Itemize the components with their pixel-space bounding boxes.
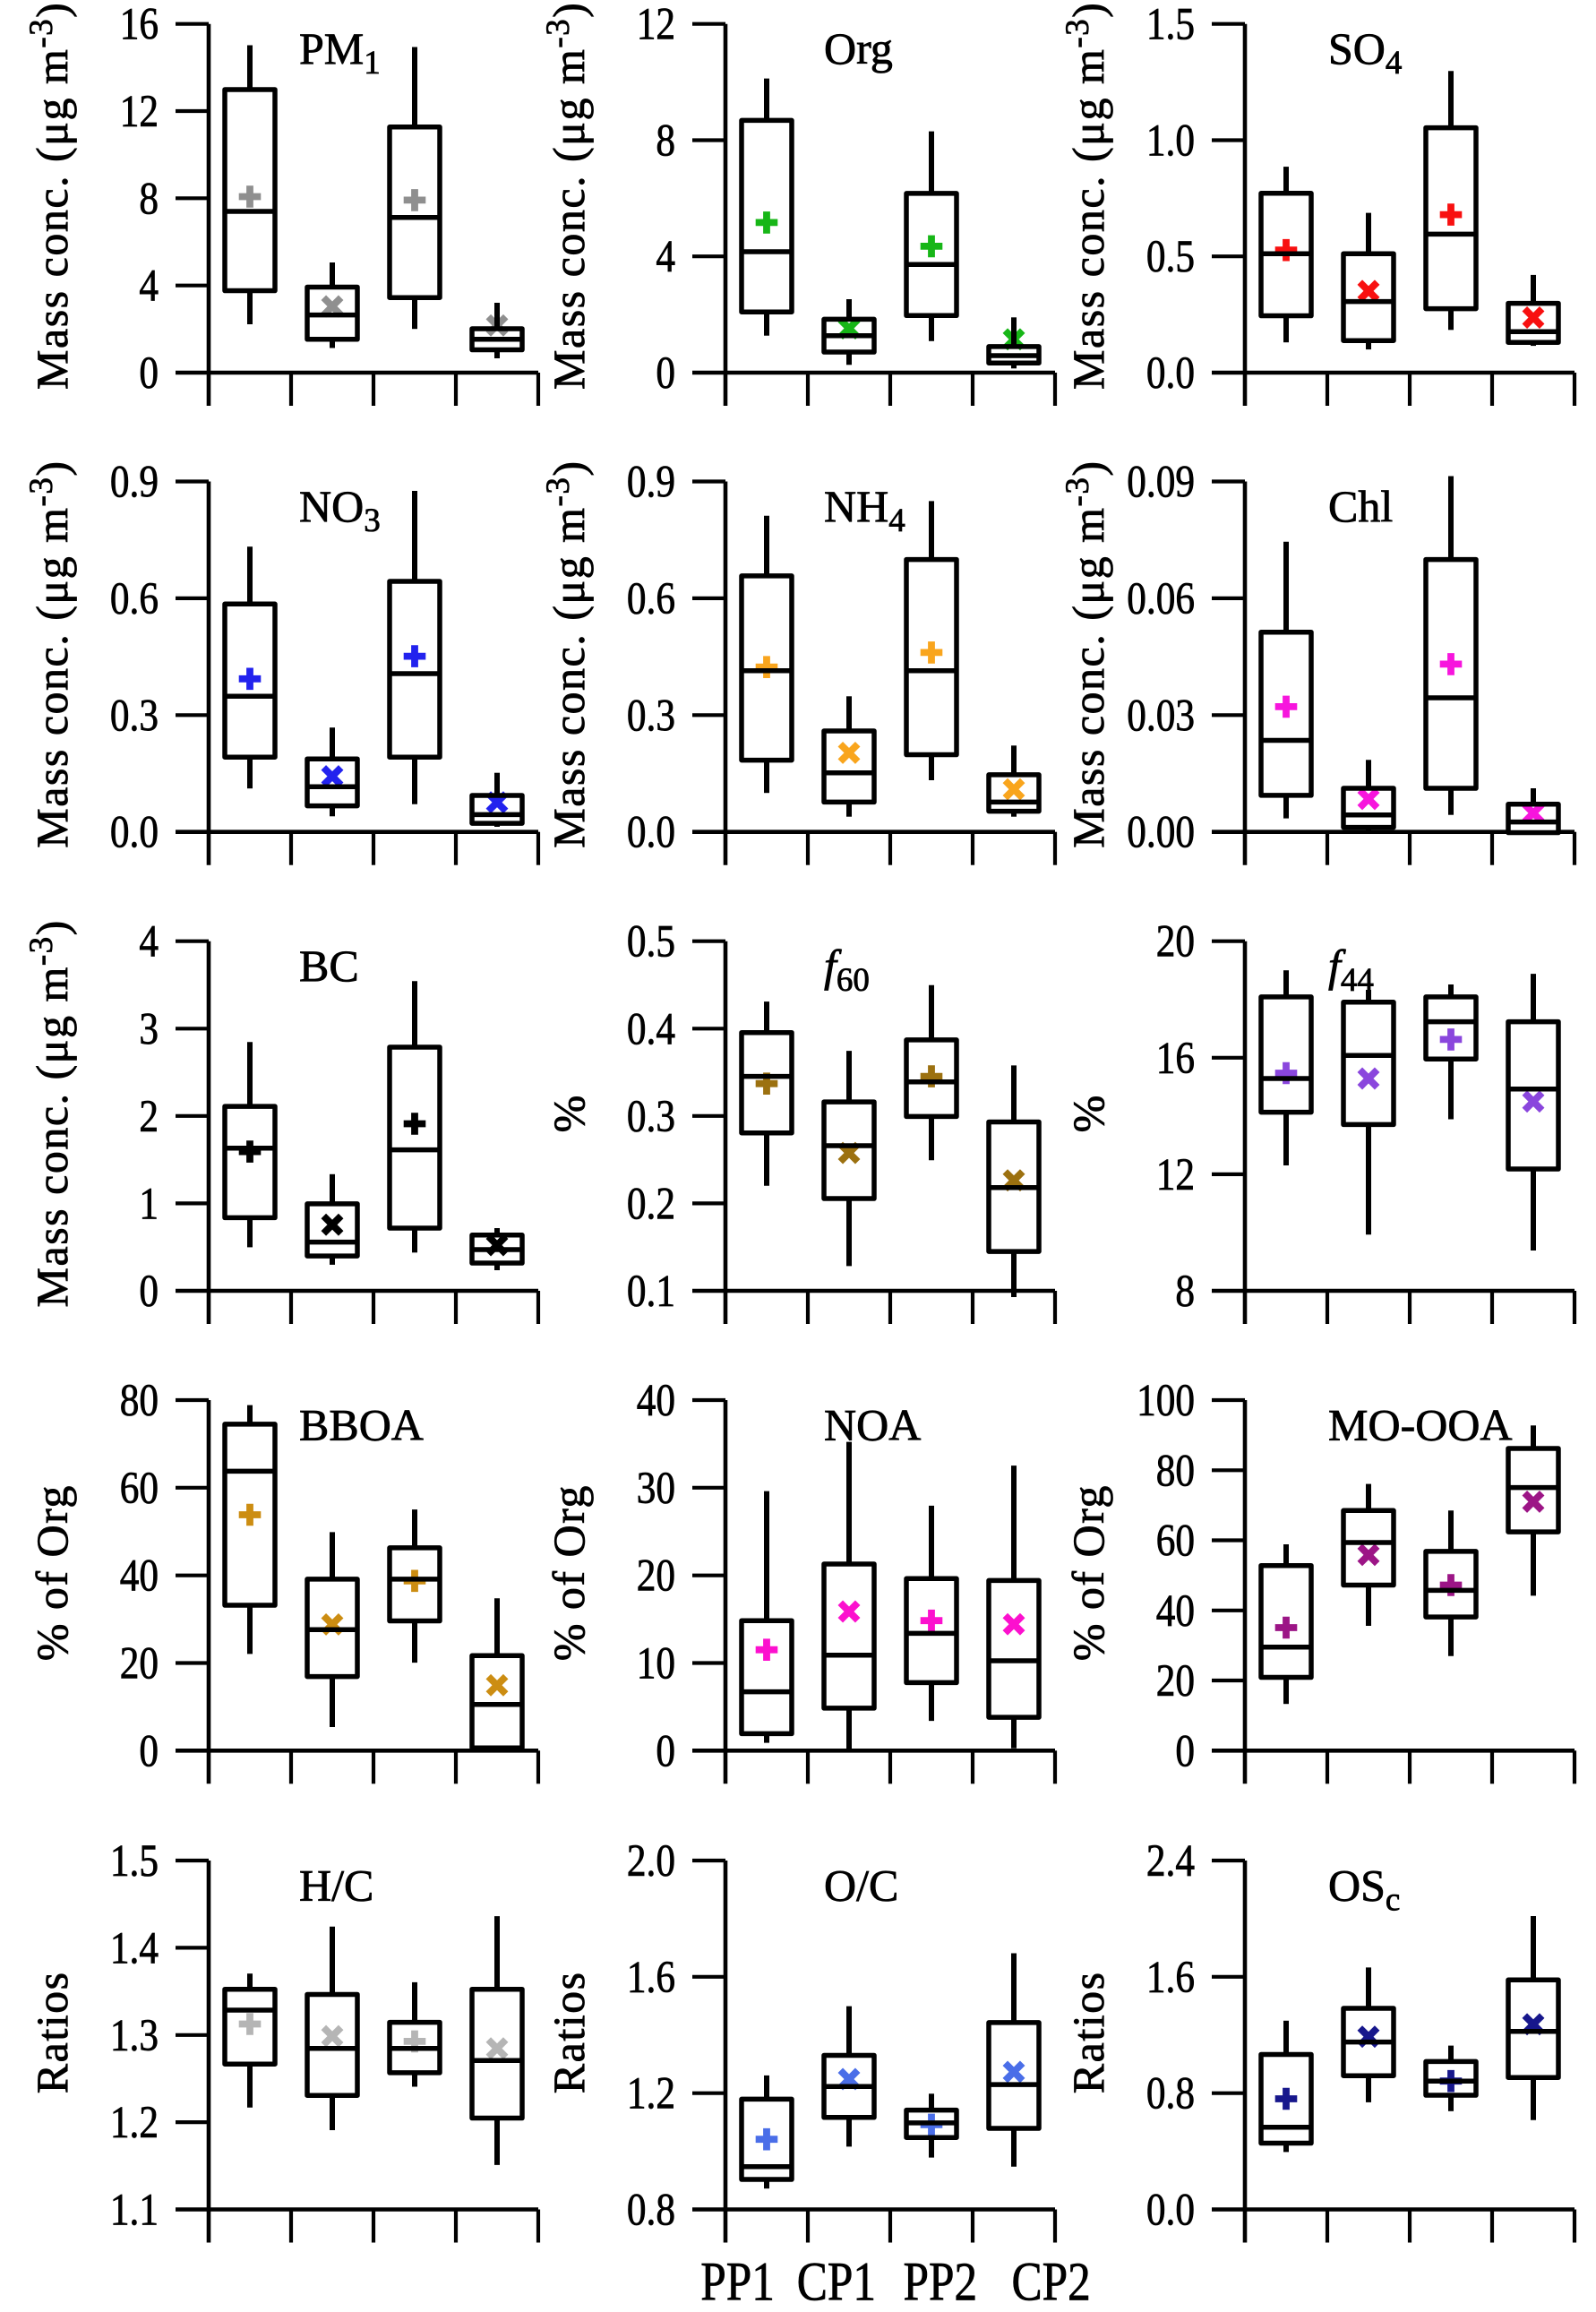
svg-text:2.0: 2.0 xyxy=(627,1836,675,1887)
svg-text:40: 40 xyxy=(120,1551,159,1602)
svg-text:0.9: 0.9 xyxy=(627,458,675,508)
svg-text:0.00: 0.00 xyxy=(1127,808,1195,858)
svg-text:0.2: 0.2 xyxy=(627,1179,675,1229)
svg-text:0: 0 xyxy=(1175,1726,1195,1776)
svg-text:2: 2 xyxy=(139,1092,159,1142)
svg-text:20: 20 xyxy=(1156,1656,1195,1706)
svg-text:0: 0 xyxy=(139,348,159,399)
svg-text:Ratios: Ratios xyxy=(544,1971,594,2093)
svg-text:0.8: 0.8 xyxy=(1146,2069,1195,2119)
svg-text:40: 40 xyxy=(1156,1586,1195,1637)
svg-text:0.03: 0.03 xyxy=(1127,691,1195,741)
svg-text:0.06: 0.06 xyxy=(1127,574,1195,624)
svg-text:Chl: Chl xyxy=(1328,481,1393,531)
svg-text:2.4: 2.4 xyxy=(1146,1836,1195,1887)
svg-text:4: 4 xyxy=(656,232,675,282)
svg-text:0.0: 0.0 xyxy=(110,808,159,858)
svg-text:PP2: PP2 xyxy=(903,2252,977,2312)
svg-text:1.0: 1.0 xyxy=(1146,116,1195,167)
svg-text:NO3: NO3 xyxy=(299,481,381,539)
svg-text:%: % xyxy=(1063,1094,1113,1132)
svg-text:1.5: 1.5 xyxy=(1146,0,1195,49)
svg-text:CP1: CP1 xyxy=(797,2252,876,2312)
svg-text:H/C: H/C xyxy=(299,1860,373,1910)
svg-text:f60: f60 xyxy=(824,941,870,999)
svg-text:0.5: 0.5 xyxy=(1146,232,1195,282)
svg-text:0.09: 0.09 xyxy=(1127,458,1195,508)
svg-text:1.2: 1.2 xyxy=(627,2069,675,2119)
svg-text:80: 80 xyxy=(120,1376,159,1426)
svg-text:1.6: 1.6 xyxy=(1146,1953,1195,2003)
svg-text:0.5: 0.5 xyxy=(627,917,675,967)
svg-text:BBOA: BBOA xyxy=(299,1399,424,1449)
svg-text:Mass conc. (μg m-3): Mass conc. (μg m-3) xyxy=(540,460,594,847)
svg-text:0.0: 0.0 xyxy=(1146,2186,1195,2236)
svg-text:0.3: 0.3 xyxy=(627,691,675,741)
svg-text:0: 0 xyxy=(656,348,675,399)
svg-text:1.1: 1.1 xyxy=(110,2186,159,2236)
svg-text:12: 12 xyxy=(637,0,675,49)
svg-text:0.3: 0.3 xyxy=(627,1092,675,1142)
svg-text:MO-OOA: MO-OOA xyxy=(1328,1399,1513,1449)
svg-text:8: 8 xyxy=(1175,1267,1195,1317)
svg-text:1: 1 xyxy=(139,1179,159,1229)
svg-text:20: 20 xyxy=(120,1639,159,1689)
svg-text:0: 0 xyxy=(139,1726,159,1776)
svg-text:12: 12 xyxy=(1156,1150,1195,1200)
svg-text:3: 3 xyxy=(139,1004,159,1054)
svg-text:PP1: PP1 xyxy=(700,2252,775,2312)
svg-text:% of Org: % of Org xyxy=(544,1484,594,1661)
svg-text:8: 8 xyxy=(139,174,159,224)
svg-text:0: 0 xyxy=(139,1267,159,1317)
svg-text:4: 4 xyxy=(139,262,159,312)
svg-text:0.6: 0.6 xyxy=(627,574,675,624)
svg-text:Org: Org xyxy=(824,23,893,73)
svg-text:Mass conc. (μg m-3): Mass conc. (μg m-3) xyxy=(23,919,77,1307)
svg-text:CP2: CP2 xyxy=(1011,2252,1090,2312)
svg-text:16: 16 xyxy=(120,0,159,49)
svg-text:0.4: 0.4 xyxy=(627,1004,675,1054)
svg-text:0.1: 0.1 xyxy=(627,1267,675,1317)
svg-text:%: % xyxy=(544,1094,594,1132)
svg-text:1.6: 1.6 xyxy=(627,1953,675,2003)
svg-text:Mass conc. (μg m-3): Mass conc. (μg m-3) xyxy=(23,2,77,390)
svg-text:1.2: 1.2 xyxy=(110,2098,159,2148)
svg-text:10: 10 xyxy=(637,1639,675,1689)
svg-text:Mass conc. (μg m-3): Mass conc. (μg m-3) xyxy=(23,460,77,847)
svg-text:20: 20 xyxy=(637,1551,675,1602)
svg-text:O/C: O/C xyxy=(824,1860,898,1910)
svg-text:40: 40 xyxy=(637,1376,675,1426)
svg-text:Ratios: Ratios xyxy=(1063,1971,1113,2093)
svg-text:12: 12 xyxy=(120,87,159,137)
svg-text:Ratios: Ratios xyxy=(27,1971,77,2093)
svg-text:Mass conc. (μg m-3): Mass conc. (μg m-3) xyxy=(1060,2,1113,390)
svg-text:% of Org: % of Org xyxy=(27,1484,77,1661)
svg-text:1.3: 1.3 xyxy=(110,2011,159,2061)
svg-text:BC: BC xyxy=(299,941,359,991)
svg-text:8: 8 xyxy=(656,116,675,167)
svg-text:30: 30 xyxy=(637,1464,675,1514)
svg-text:% of Org: % of Org xyxy=(1063,1484,1113,1661)
svg-text:60: 60 xyxy=(120,1464,159,1514)
svg-text:Mass conc. (μg m-3): Mass conc. (μg m-3) xyxy=(540,2,594,390)
svg-text:0.0: 0.0 xyxy=(1146,348,1195,399)
svg-text:0.3: 0.3 xyxy=(110,691,159,741)
svg-text:OSc: OSc xyxy=(1328,1860,1400,1918)
svg-text:60: 60 xyxy=(1156,1517,1195,1567)
svg-text:80: 80 xyxy=(1156,1446,1195,1496)
svg-text:1.4: 1.4 xyxy=(110,1923,159,1973)
svg-text:0.6: 0.6 xyxy=(110,574,159,624)
svg-text:Mass conc. (μg m-3): Mass conc. (μg m-3) xyxy=(1060,460,1113,847)
svg-text:4: 4 xyxy=(139,917,159,967)
svg-text:0.0: 0.0 xyxy=(627,808,675,858)
svg-text:NOA: NOA xyxy=(824,1399,921,1449)
svg-text:100: 100 xyxy=(1137,1376,1195,1426)
svg-text:16: 16 xyxy=(1156,1034,1195,1084)
svg-text:0.9: 0.9 xyxy=(110,458,159,508)
svg-text:0.8: 0.8 xyxy=(627,2186,675,2236)
svg-text:0: 0 xyxy=(656,1726,675,1776)
svg-text:20: 20 xyxy=(1156,917,1195,967)
svg-text:1.5: 1.5 xyxy=(110,1836,159,1887)
svg-text:SO4: SO4 xyxy=(1328,23,1402,82)
